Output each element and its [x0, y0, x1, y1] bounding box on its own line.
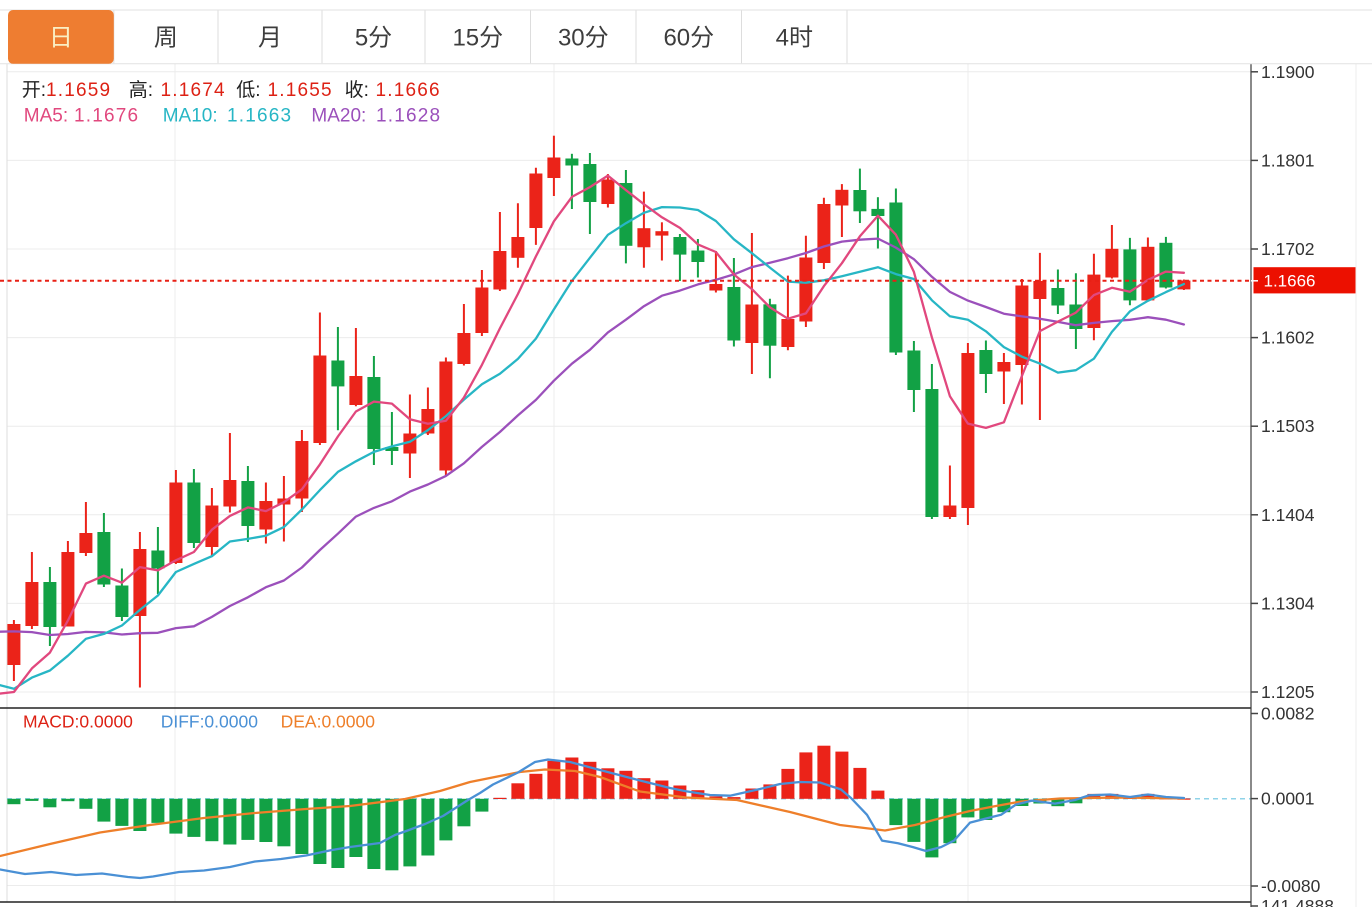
- svg-text:MA10:: MA10:: [163, 105, 218, 126]
- svg-text:4时: 4时: [776, 25, 813, 52]
- svg-text:1.1655: 1.1655: [268, 80, 333, 101]
- svg-text:1.1900: 1.1900: [1261, 62, 1315, 82]
- svg-text:1.1628: 1.1628: [376, 105, 441, 126]
- svg-text:1.1659: 1.1659: [46, 80, 111, 101]
- svg-text:1.1801: 1.1801: [1261, 150, 1315, 170]
- svg-text:1.1503: 1.1503: [1261, 416, 1315, 436]
- svg-text:1.1205: 1.1205: [1261, 682, 1315, 702]
- svg-text:1.1404: 1.1404: [1261, 505, 1315, 525]
- svg-text:月: 月: [258, 25, 282, 52]
- svg-text:30分: 30分: [558, 25, 609, 52]
- svg-text:高:: 高:: [129, 79, 153, 101]
- svg-text:-0.0080: -0.0080: [1261, 876, 1321, 896]
- svg-text:日: 日: [49, 25, 73, 52]
- svg-text:1.1666: 1.1666: [376, 80, 441, 101]
- svg-text:低:: 低:: [236, 79, 260, 101]
- svg-text:1.1702: 1.1702: [1261, 239, 1315, 259]
- svg-text:1.1304: 1.1304: [1261, 593, 1315, 613]
- svg-text:DEA:0.0000: DEA:0.0000: [281, 712, 376, 732]
- svg-text:收:: 收:: [345, 79, 369, 101]
- svg-text:1.1666: 1.1666: [1264, 272, 1316, 291]
- svg-text:开:: 开:: [22, 80, 46, 101]
- svg-text:1.1676: 1.1676: [74, 105, 139, 126]
- svg-text:周: 周: [154, 25, 178, 52]
- svg-text:15分: 15分: [452, 25, 503, 52]
- svg-text:141.4888: 141.4888: [1261, 896, 1334, 907]
- svg-text:0.0001: 0.0001: [1261, 789, 1315, 809]
- svg-text:60分: 60分: [663, 25, 714, 52]
- svg-text:5分: 5分: [355, 25, 392, 52]
- svg-text:0.0082: 0.0082: [1261, 704, 1315, 724]
- svg-text:MACD:0.0000: MACD:0.0000: [23, 712, 133, 732]
- svg-text:MA5:: MA5:: [24, 105, 68, 126]
- svg-text:1.1663: 1.1663: [227, 105, 292, 126]
- svg-text:MA20:: MA20:: [311, 105, 366, 126]
- svg-text:1.1602: 1.1602: [1261, 328, 1315, 348]
- svg-text:DIFF:0.0000: DIFF:0.0000: [161, 712, 259, 732]
- svg-text:1.1674: 1.1674: [161, 80, 226, 101]
